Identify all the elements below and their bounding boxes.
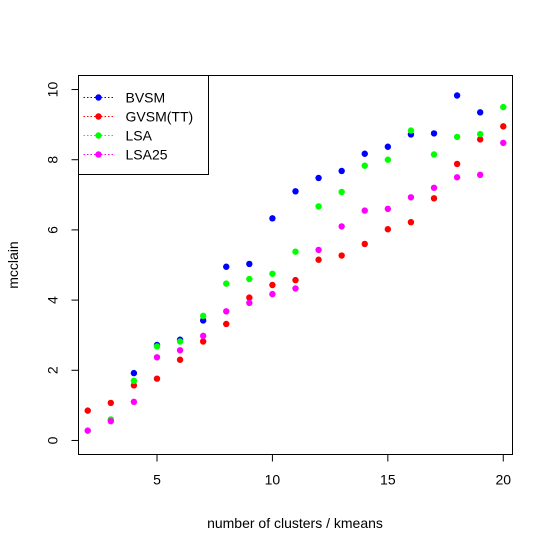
point-lsa25 bbox=[153, 354, 161, 361]
point-lsa bbox=[500, 103, 507, 111]
point-lsa25 bbox=[292, 285, 299, 292]
legend-label-gvsm-tt: GVSM(TT) bbox=[126, 109, 194, 125]
point-lsa bbox=[453, 133, 461, 141]
point-bvsm bbox=[361, 150, 368, 157]
data-points bbox=[84, 92, 507, 434]
point-gvsm-tt bbox=[199, 338, 207, 345]
point-lsa25 bbox=[223, 308, 230, 315]
point-bvsm bbox=[130, 369, 138, 377]
point-gvsm-tt bbox=[153, 375, 161, 382]
point-lsa bbox=[361, 162, 368, 169]
point-gvsm-tt bbox=[430, 195, 438, 202]
point-lsa25 bbox=[384, 205, 392, 213]
point-lsa bbox=[384, 156, 392, 163]
point-lsa bbox=[176, 338, 184, 345]
point-lsa bbox=[476, 130, 484, 138]
point-lsa bbox=[430, 151, 438, 158]
point-gvsm-tt bbox=[130, 382, 138, 389]
point-gvsm-tt bbox=[315, 256, 322, 263]
point-gvsm-tt bbox=[246, 294, 253, 301]
point-lsa25 bbox=[269, 290, 276, 298]
legend-marker-lsa bbox=[95, 132, 102, 139]
point-lsa25 bbox=[453, 174, 461, 181]
point-gvsm-tt bbox=[176, 356, 184, 363]
point-bvsm bbox=[269, 215, 276, 222]
legend-label-bvsm: BVSM bbox=[126, 90, 166, 106]
y-tick-label: 2 bbox=[45, 366, 61, 374]
point-lsa bbox=[153, 343, 161, 350]
point-gvsm-tt bbox=[84, 407, 91, 414]
point-gvsm-tt bbox=[453, 160, 461, 168]
point-lsa bbox=[407, 127, 415, 134]
legend-label-lsa25: LSA25 bbox=[126, 147, 168, 163]
point-lsa25 bbox=[407, 194, 415, 201]
point-bvsm bbox=[338, 167, 345, 175]
point-lsa25 bbox=[338, 223, 345, 230]
legend: BVSM GVSM(TT) LSA LSA25 bbox=[78, 75, 209, 175]
x-tick-label: 10 bbox=[265, 472, 281, 488]
point-bvsm bbox=[453, 92, 461, 99]
y-axis-label: mcclain bbox=[5, 241, 21, 288]
point-bvsm bbox=[292, 188, 299, 195]
point-gvsm-tt bbox=[338, 252, 345, 259]
point-bvsm bbox=[384, 143, 392, 150]
y-tick-label: 0 bbox=[45, 436, 61, 444]
y-tick-label: 10 bbox=[45, 82, 61, 98]
point-bvsm bbox=[476, 109, 484, 116]
y-tick-label: 8 bbox=[45, 156, 61, 164]
point-lsa25 bbox=[361, 207, 368, 214]
y-tick-label: 6 bbox=[45, 226, 61, 234]
point-lsa bbox=[199, 312, 207, 320]
point-lsa25 bbox=[176, 347, 184, 354]
point-lsa25 bbox=[130, 398, 138, 406]
x-tick-label: 15 bbox=[380, 472, 396, 488]
point-lsa25 bbox=[107, 417, 115, 425]
legend-label-lsa: LSA bbox=[126, 128, 153, 144]
legend-box bbox=[78, 75, 209, 175]
point-lsa bbox=[315, 203, 322, 210]
point-lsa25 bbox=[430, 184, 438, 191]
point-lsa25 bbox=[246, 299, 253, 307]
x-axis-label: number of clusters / kmeans bbox=[207, 515, 383, 531]
legend-marker-gvsm-tt bbox=[95, 113, 102, 120]
point-gvsm-tt bbox=[500, 123, 507, 130]
point-gvsm-tt bbox=[269, 281, 276, 289]
x-tick-label: 20 bbox=[495, 472, 511, 488]
point-lsa25 bbox=[476, 171, 484, 179]
point-lsa25 bbox=[84, 427, 91, 434]
point-lsa bbox=[338, 188, 345, 196]
point-gvsm-tt bbox=[361, 240, 368, 248]
point-gvsm-tt bbox=[476, 136, 484, 143]
point-lsa bbox=[246, 275, 253, 283]
point-bvsm bbox=[246, 260, 253, 268]
point-bvsm bbox=[223, 263, 230, 270]
x-axis: 5 10 15 20 bbox=[153, 454, 511, 488]
point-gvsm-tt bbox=[107, 399, 115, 407]
point-lsa bbox=[292, 248, 299, 255]
point-lsa25 bbox=[315, 246, 322, 254]
point-bvsm bbox=[199, 317, 207, 324]
point-lsa bbox=[223, 280, 230, 287]
y-tick-label: 4 bbox=[45, 296, 61, 304]
point-bvsm bbox=[430, 130, 438, 137]
legend-marker-bvsm bbox=[95, 94, 102, 101]
y-axis: 0 2 4 6 8 10 bbox=[45, 82, 79, 444]
point-lsa bbox=[269, 270, 276, 277]
point-gvsm-tt bbox=[407, 218, 415, 226]
point-gvsm-tt bbox=[292, 276, 299, 284]
point-gvsm-tt bbox=[223, 320, 230, 328]
x-tick-label: 5 bbox=[153, 472, 161, 488]
point-gvsm-tt bbox=[384, 226, 392, 233]
point-lsa25 bbox=[500, 139, 507, 147]
point-lsa25 bbox=[199, 332, 207, 340]
point-lsa bbox=[130, 377, 138, 385]
point-bvsm bbox=[315, 174, 322, 182]
legend-marker-lsa25 bbox=[95, 151, 102, 158]
